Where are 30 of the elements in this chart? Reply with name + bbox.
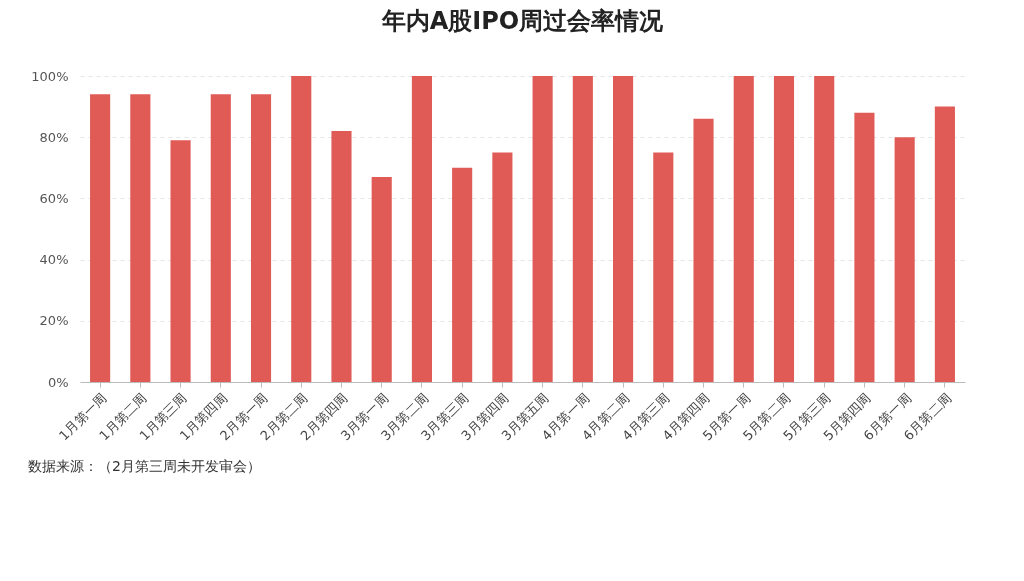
bar [532, 76, 553, 382]
source-note: 数据来源：（2月第三周未开发审会） [28, 457, 262, 476]
y-tick-label: 100% [31, 68, 69, 84]
chart-title: 年内A股IPO周过会率情况 [380, 7, 665, 35]
bar [613, 76, 634, 382]
bar [90, 94, 111, 382]
bar [452, 167, 473, 382]
bar [854, 112, 875, 382]
bar [492, 152, 513, 382]
bar [814, 76, 835, 382]
bar [291, 76, 312, 382]
y-tick-label: 20% [39, 313, 69, 329]
bar [130, 94, 151, 382]
bar [773, 76, 795, 382]
bar [411, 76, 432, 382]
y-tick-label: 60% [39, 190, 69, 206]
y-tick-label: 0% [47, 374, 69, 390]
bar [210, 94, 231, 382]
y-tick-label: 80% [39, 129, 69, 145]
bar [331, 131, 352, 382]
y-tick-label: 40% [39, 252, 69, 268]
bar [934, 106, 955, 382]
bar [733, 76, 754, 382]
bar [894, 137, 915, 382]
bar [170, 140, 191, 382]
bar [250, 94, 272, 382]
bar [653, 152, 674, 382]
bar [371, 176, 392, 382]
bar [693, 118, 714, 382]
bar [572, 76, 593, 382]
